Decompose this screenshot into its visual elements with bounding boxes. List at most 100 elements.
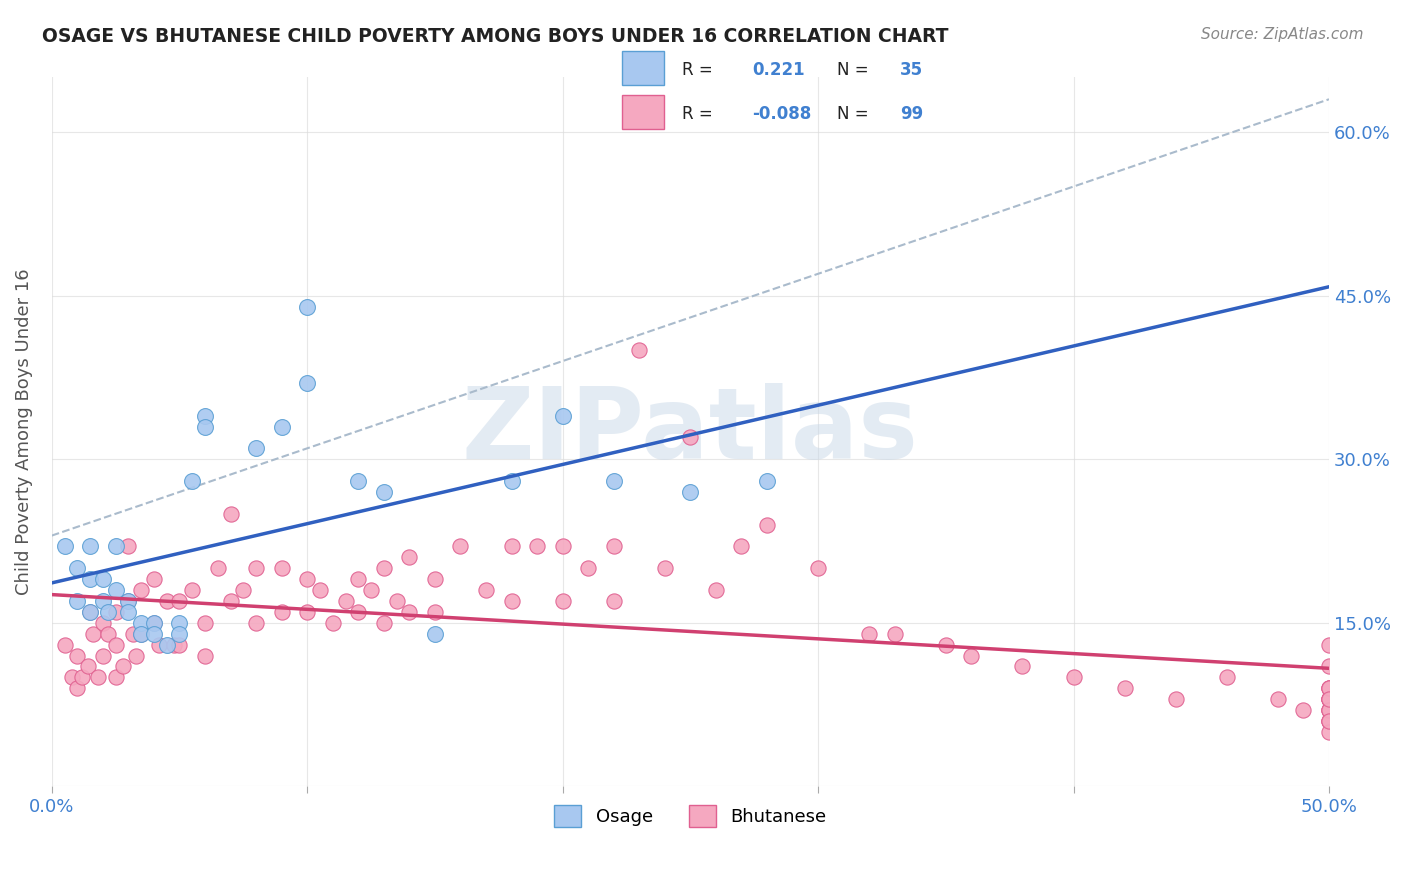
Point xyxy=(423,572,446,586)
Point xyxy=(335,594,357,608)
Point xyxy=(169,615,191,630)
Point xyxy=(156,638,179,652)
Point xyxy=(1317,725,1340,739)
Point xyxy=(142,626,165,640)
Point xyxy=(117,540,139,554)
Y-axis label: Child Poverty Among Boys Under 16: Child Poverty Among Boys Under 16 xyxy=(15,268,32,595)
Point xyxy=(360,583,382,598)
Point xyxy=(1216,670,1239,684)
Text: R =: R = xyxy=(682,105,713,123)
Point xyxy=(501,540,523,554)
Point xyxy=(232,583,254,598)
Point xyxy=(1317,703,1340,717)
Point xyxy=(501,474,523,488)
Point xyxy=(104,670,127,684)
Point xyxy=(551,540,574,554)
Point xyxy=(1317,703,1340,717)
Point xyxy=(756,474,779,488)
Point xyxy=(347,605,370,619)
Point xyxy=(76,659,98,673)
Point xyxy=(79,572,101,586)
Point xyxy=(960,648,983,663)
Point xyxy=(398,550,420,565)
Point xyxy=(423,626,446,640)
Point xyxy=(1317,714,1340,728)
Point xyxy=(194,648,217,663)
Point xyxy=(53,638,76,652)
Point xyxy=(475,583,498,598)
Point xyxy=(295,605,318,619)
Point xyxy=(807,561,830,575)
Point xyxy=(1267,692,1289,706)
Point xyxy=(72,670,94,684)
Point xyxy=(169,638,191,652)
Text: N =: N = xyxy=(837,61,868,78)
Point xyxy=(87,670,110,684)
Point xyxy=(79,540,101,554)
Point xyxy=(245,561,267,575)
Point xyxy=(373,615,395,630)
Text: -0.088: -0.088 xyxy=(752,105,811,123)
Point xyxy=(526,540,548,554)
Point xyxy=(1317,714,1340,728)
Point xyxy=(858,626,880,640)
Point xyxy=(219,507,242,521)
Text: 99: 99 xyxy=(900,105,924,123)
Point xyxy=(295,572,318,586)
Point xyxy=(1317,692,1340,706)
Point xyxy=(79,605,101,619)
Point xyxy=(66,561,89,575)
Point xyxy=(156,594,179,608)
Point xyxy=(603,474,626,488)
Point xyxy=(194,409,217,423)
FancyBboxPatch shape xyxy=(621,95,664,129)
Text: OSAGE VS BHUTANESE CHILD POVERTY AMONG BOYS UNDER 16 CORRELATION CHART: OSAGE VS BHUTANESE CHILD POVERTY AMONG B… xyxy=(42,27,949,45)
Point xyxy=(1063,670,1085,684)
Text: ZIPatlas: ZIPatlas xyxy=(463,384,918,481)
Point xyxy=(1114,681,1136,696)
Point xyxy=(704,583,727,598)
Point xyxy=(501,594,523,608)
Point xyxy=(245,442,267,456)
Point xyxy=(129,626,152,640)
Point xyxy=(551,594,574,608)
Point xyxy=(654,561,676,575)
Point xyxy=(385,594,408,608)
Point xyxy=(53,540,76,554)
Text: 0.221: 0.221 xyxy=(752,61,804,78)
Point xyxy=(181,474,204,488)
Point xyxy=(79,605,101,619)
Point xyxy=(1011,659,1033,673)
Point xyxy=(1317,681,1340,696)
Point xyxy=(129,583,152,598)
Point xyxy=(122,626,145,640)
Point xyxy=(82,626,104,640)
Point xyxy=(104,638,127,652)
Point xyxy=(125,648,148,663)
Point xyxy=(730,540,752,554)
Point xyxy=(1317,659,1340,673)
Point xyxy=(423,605,446,619)
Point xyxy=(104,605,127,619)
Point xyxy=(117,594,139,608)
Point xyxy=(104,583,127,598)
Point xyxy=(194,419,217,434)
Point xyxy=(679,430,702,444)
Point xyxy=(66,648,89,663)
Point xyxy=(169,626,191,640)
Point xyxy=(142,572,165,586)
Point xyxy=(1292,703,1315,717)
Point xyxy=(1317,692,1340,706)
Point xyxy=(1164,692,1187,706)
Point xyxy=(347,474,370,488)
Point xyxy=(1317,681,1340,696)
Point xyxy=(295,376,318,390)
Point xyxy=(66,594,89,608)
Point xyxy=(347,572,370,586)
Point xyxy=(142,615,165,630)
Point xyxy=(883,626,905,640)
Text: R =: R = xyxy=(682,61,713,78)
Point xyxy=(551,409,574,423)
Point xyxy=(295,300,318,314)
Point xyxy=(112,659,135,673)
